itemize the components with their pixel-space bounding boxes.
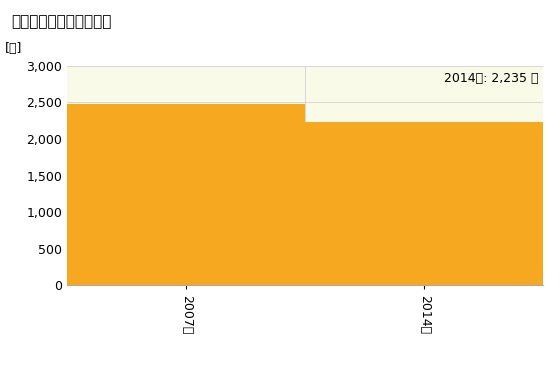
Text: [人]: [人]	[6, 42, 23, 55]
Bar	[305, 122, 543, 285]
Text: 2014年: 2,235 人: 2014年: 2,235 人	[444, 72, 538, 86]
Bar	[67, 104, 305, 285]
Text: 小売業の従業者数の推移: 小売業の従業者数の推移	[11, 15, 111, 30]
